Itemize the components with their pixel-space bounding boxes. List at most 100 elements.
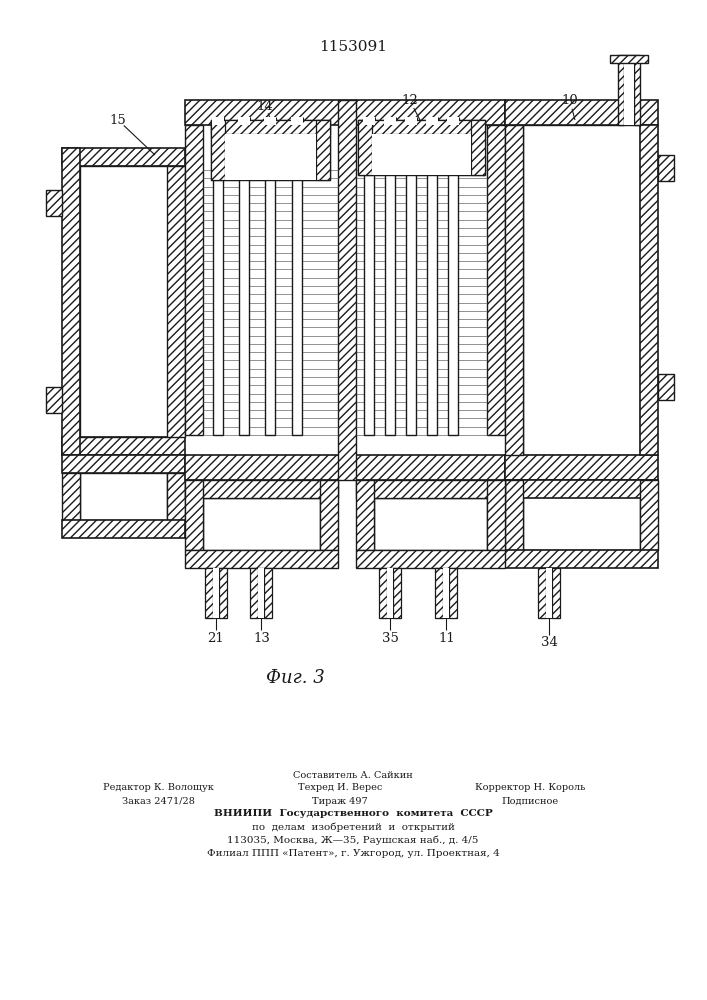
Bar <box>62 520 185 538</box>
Text: 21: 21 <box>208 632 224 645</box>
Bar <box>405 117 417 125</box>
Bar <box>487 125 505 435</box>
Bar <box>185 125 203 435</box>
Bar <box>358 120 485 175</box>
Bar <box>505 125 523 455</box>
Bar <box>624 55 634 125</box>
Bar <box>487 480 505 550</box>
Bar <box>618 55 624 125</box>
Text: Подписное: Подписное <box>501 796 559 806</box>
Bar <box>264 568 272 618</box>
Bar <box>80 473 167 520</box>
Bar <box>203 498 320 550</box>
Bar <box>80 166 167 437</box>
Text: Корректор Н. Король: Корректор Н. Король <box>475 784 585 792</box>
Bar <box>62 473 80 520</box>
Bar <box>505 550 658 568</box>
Text: 13: 13 <box>253 632 270 645</box>
Bar <box>505 100 658 125</box>
Bar <box>320 480 338 550</box>
Bar <box>266 170 276 435</box>
Text: Фиг. 3: Фиг. 3 <box>266 669 325 687</box>
Bar <box>523 125 640 455</box>
Bar <box>219 568 227 618</box>
Bar <box>426 117 438 125</box>
Bar <box>62 455 185 473</box>
Bar <box>363 170 373 435</box>
Text: Филиал ППП «Патент», г. Ужгород, ул. Проектная, 4: Филиал ППП «Патент», г. Ужгород, ул. Про… <box>206 848 499 857</box>
Text: 1153091: 1153091 <box>319 40 387 54</box>
Bar <box>471 120 485 175</box>
Bar <box>427 170 437 435</box>
Bar <box>393 568 401 618</box>
Bar <box>62 437 185 455</box>
Bar <box>211 120 330 180</box>
Bar <box>372 134 471 175</box>
Bar <box>259 568 264 618</box>
Bar <box>448 170 458 435</box>
Bar <box>225 134 316 180</box>
Bar <box>358 120 485 134</box>
Bar <box>264 117 276 125</box>
Text: Составитель А. Сайкин: Составитель А. Сайкин <box>293 770 413 780</box>
Bar <box>358 120 372 175</box>
Bar <box>62 148 80 455</box>
Text: Заказ 2471/28: Заказ 2471/28 <box>122 796 194 806</box>
Text: 12: 12 <box>402 95 419 107</box>
Bar <box>374 498 487 550</box>
Bar <box>185 550 338 568</box>
Text: 10: 10 <box>561 95 578 107</box>
Bar <box>450 568 457 618</box>
Text: 113035, Москва, Ж—35, Раушская наб., д. 4/5: 113035, Москва, Ж—35, Раушская наб., д. … <box>228 835 479 845</box>
Text: 11: 11 <box>438 632 455 645</box>
Bar <box>211 120 330 134</box>
Bar <box>80 473 167 520</box>
Bar <box>211 120 225 180</box>
Bar <box>448 117 460 125</box>
Bar <box>379 568 387 618</box>
Bar <box>205 568 213 618</box>
Text: 15: 15 <box>110 113 127 126</box>
Bar <box>505 480 523 550</box>
Bar <box>436 568 443 618</box>
Bar <box>46 387 62 413</box>
Bar <box>523 480 640 550</box>
Bar <box>291 117 303 125</box>
Bar <box>62 148 185 166</box>
Bar <box>213 170 223 435</box>
Text: ВНИИПИ  Государственного  комитета  СССР: ВНИИПИ Государственного комитета СССР <box>214 810 492 818</box>
Bar <box>238 117 250 125</box>
Bar <box>292 170 302 435</box>
Bar <box>523 125 640 455</box>
Bar <box>658 155 674 181</box>
Bar <box>356 480 374 550</box>
Bar <box>203 498 320 550</box>
Bar <box>213 568 219 618</box>
Text: 34: 34 <box>541 637 557 650</box>
Bar <box>552 568 560 618</box>
Bar <box>610 55 648 63</box>
Text: 35: 35 <box>382 632 399 645</box>
Bar <box>505 480 658 498</box>
Bar <box>250 568 259 618</box>
Bar <box>374 498 487 550</box>
Bar <box>185 100 505 125</box>
Text: Тираж 497: Тираж 497 <box>312 796 368 806</box>
Bar <box>363 117 375 125</box>
Text: 14: 14 <box>257 100 274 112</box>
Bar <box>385 170 395 435</box>
Bar <box>167 166 185 437</box>
Bar <box>523 480 640 550</box>
Bar <box>46 190 62 216</box>
Bar <box>185 455 505 480</box>
Bar <box>185 480 203 550</box>
Bar <box>239 170 250 435</box>
Text: по  делам  изобретений  и  открытий: по делам изобретений и открытий <box>252 822 455 832</box>
Bar <box>212 117 224 125</box>
Bar <box>634 55 640 125</box>
Bar <box>640 480 658 550</box>
Bar <box>167 473 185 520</box>
Text: Редактор К. Волощук: Редактор К. Волощук <box>103 784 214 792</box>
Bar <box>406 170 416 435</box>
Bar <box>640 125 658 455</box>
